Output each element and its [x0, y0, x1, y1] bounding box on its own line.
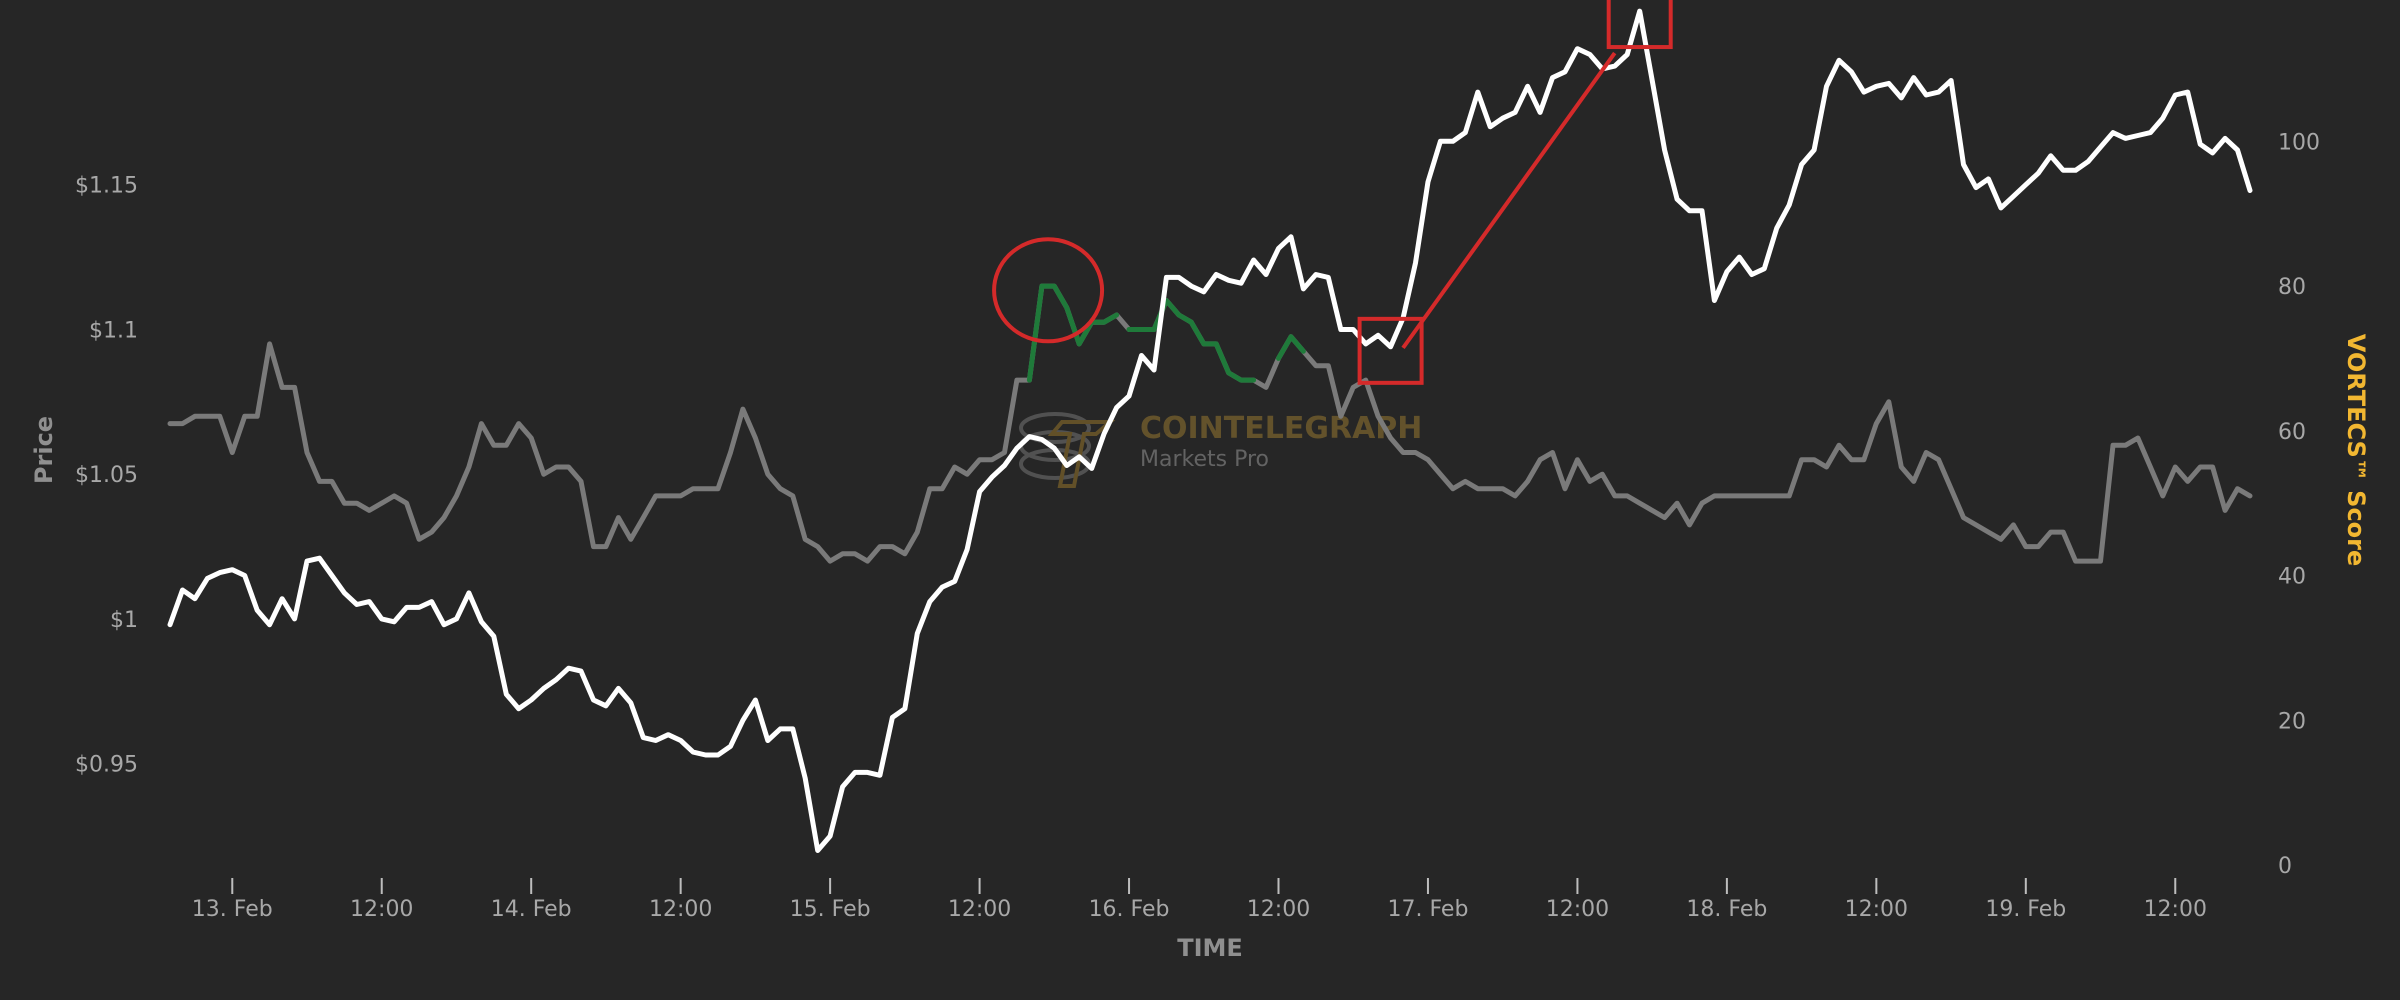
x-tick-label: 12:00 [1247, 897, 1310, 922]
y-axis-left: $0.95 $1 $1.05 $1.1 $1.15 [75, 174, 138, 778]
x-tick-label: 13. Feb [192, 897, 273, 922]
watermark-brand: COINTELEGRAPH [1140, 411, 1422, 446]
y-tick-label-right: 100 [2278, 130, 2320, 155]
x-axis-title: TIME [1177, 934, 1243, 962]
annotation-box [1357, 316, 1424, 385]
price-line [167, 8, 2253, 853]
watermark-sub: Markets Pro [1140, 447, 1269, 472]
y-tick-label-right: 40 [2278, 565, 2306, 590]
y-axis-title-right: VORTECS™ Score [2342, 334, 2370, 567]
y-tick-label-left: $1.05 [75, 463, 138, 488]
x-tick-label: 12:00 [649, 897, 712, 922]
x-tick-label: 18. Feb [1686, 897, 1767, 922]
y-tick-label-right: 20 [2278, 709, 2306, 734]
y-tick-label-left: $0.95 [75, 753, 138, 778]
x-tick-label: 12:00 [948, 897, 1011, 922]
y-tick-label-right: 80 [2278, 275, 2306, 300]
y-tick-label-left: $1.15 [75, 174, 138, 199]
x-tick-label: 15. Feb [790, 897, 871, 922]
cointelegraph-watermark: COINTELEGRAPH Markets Pro [1019, 411, 1422, 488]
x-axis: 13. Feb 12:00 14. Feb 12:00 15. Feb 12:00 16. … [192, 878, 2207, 922]
y-tick-label-right: 0 [2278, 854, 2292, 879]
x-tick-label: 12:00 [2144, 897, 2207, 922]
annotation-box [1606, 0, 1673, 50]
y-axis-right: 0 20 40 60 80 100 [2278, 130, 2320, 879]
x-tick-label: 12:00 [1546, 897, 1609, 922]
annotation-circle [992, 237, 1105, 344]
x-tick-label: 19. Feb [1985, 897, 2066, 922]
annotation-line [1401, 51, 1617, 350]
x-tick-label: 14. Feb [491, 897, 572, 922]
vortecs-high-score-segment [1026, 283, 1120, 383]
annotation-layer [992, 0, 1673, 385]
y-tick-label-left: $1 [110, 608, 138, 633]
vortecs-high-score-segment [1126, 298, 1257, 383]
y-tick-label-left: $1.1 [89, 318, 138, 343]
x-tick-label: 17. Feb [1387, 897, 1468, 922]
x-tick-label: 12:00 [1845, 897, 1908, 922]
x-tick-label: 16. Feb [1089, 897, 1170, 922]
y-tick-label-right: 60 [2278, 420, 2306, 445]
vortecs-high-score-segment [1276, 334, 1306, 361]
y-axis-title-left: Price [30, 416, 58, 484]
series-layer [167, 8, 2253, 853]
x-tick-label: 12:00 [350, 897, 413, 922]
